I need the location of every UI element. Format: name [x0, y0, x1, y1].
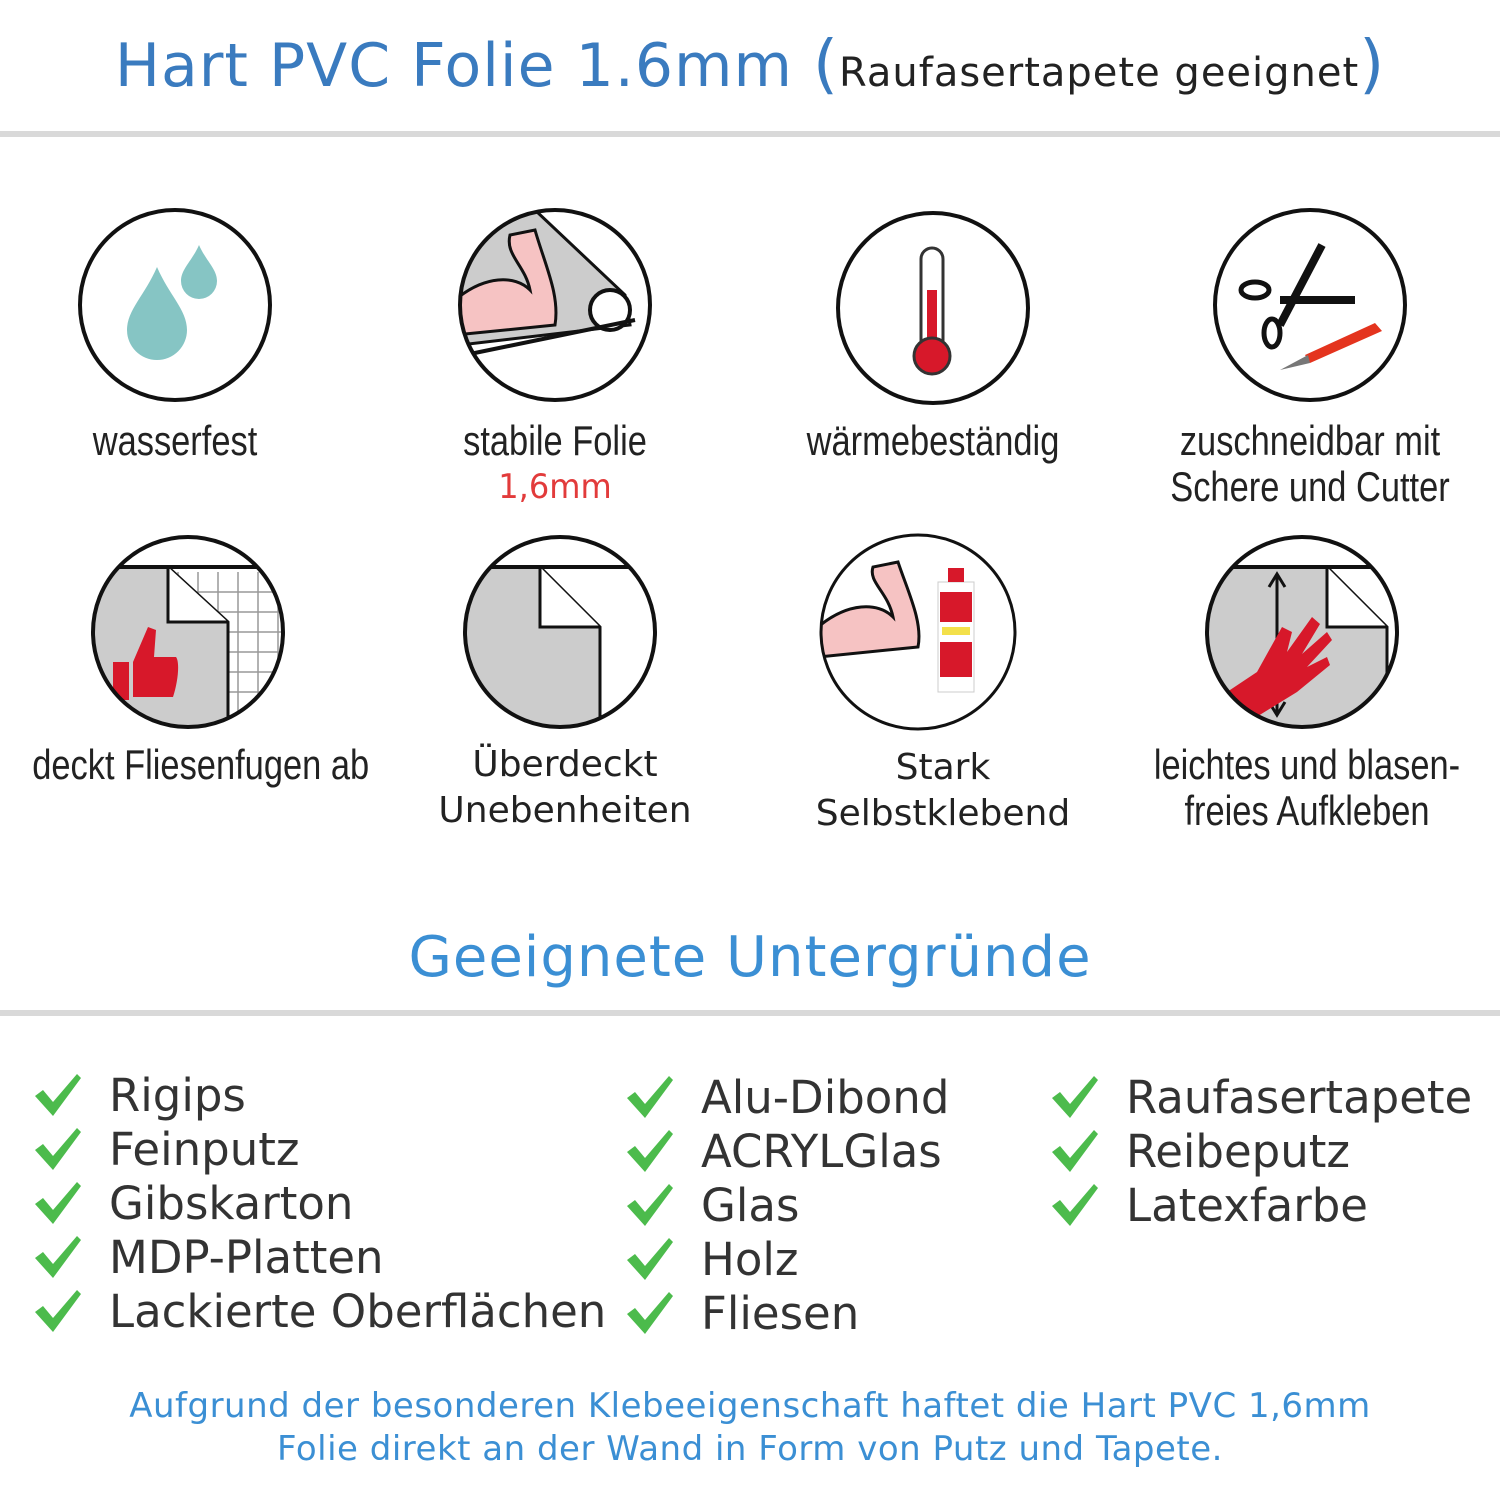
thumbs-up-tiles-icon — [91, 535, 285, 729]
feature-label-line: Selbstklebend — [815, 793, 1071, 834]
surface-label: Reibeputz — [1126, 1124, 1351, 1178]
hand-smoothing-icon — [1205, 535, 1399, 729]
foil-corner-icon — [463, 535, 657, 729]
surface-list-column: Rigips Feinputz Gibskarton MDP-Platten Lacki… — [33, 1068, 606, 1338]
feature-label-line: Schere und Cutter — [1170, 463, 1450, 510]
surface-label: Latexfarbe — [1126, 1178, 1368, 1232]
surface-list-item: Latexfarbe — [1050, 1178, 1472, 1232]
check-icon — [1052, 1076, 1098, 1118]
title-main: Hart PVC Folie 1.6mm — [114, 31, 793, 101]
surface-label: Rigips — [109, 1068, 246, 1122]
surface-label: Fliesen — [701, 1286, 860, 1340]
strong-arm-roll-icon — [458, 208, 652, 402]
surface-list-item: Reibeputz — [1050, 1124, 1472, 1178]
check-icon — [627, 1238, 673, 1280]
surface-label: ACRYLGlas — [701, 1124, 942, 1178]
water-drops-icon — [78, 208, 272, 402]
feature-label: wärmebeständig — [806, 417, 1060, 464]
feature-label: zuschneidbar mit Schere und Cutter — [1154, 418, 1466, 510]
feature-label: Überdeckt Unebenheiten — [375, 742, 755, 834]
surface-label: MDP-Platten — [109, 1230, 384, 1284]
check-icon — [35, 1128, 81, 1170]
check-icon — [35, 1074, 81, 1116]
footer-line: Aufgrund der besonderen Klebeeigenschaft… — [129, 1386, 1371, 1426]
page-title: Hart PVC Folie 1.6mm (Raufasertapete gee… — [0, 28, 1500, 102]
divider — [0, 131, 1500, 137]
title-paren: ( — [812, 28, 839, 102]
arm-glue-icon — [819, 533, 1017, 731]
surface-list-item: Fliesen — [625, 1286, 949, 1340]
feature-label-text: stabile Folie — [463, 417, 647, 464]
feature-label-line: zuschneidbar mit — [1179, 417, 1441, 464]
surface-list-item: MDP-Platten — [33, 1230, 606, 1284]
surface-label: Feinputz — [109, 1122, 300, 1176]
title-subtitle: Raufasertapete geeignet — [838, 50, 1360, 96]
feature-label-line: leichtes und blasen- — [1153, 741, 1461, 788]
footer-line: Folie direkt an der Wand in Form von Put… — [277, 1429, 1223, 1469]
check-icon — [35, 1290, 81, 1332]
check-icon — [1052, 1130, 1098, 1172]
check-icon — [1052, 1184, 1098, 1226]
check-icon — [627, 1184, 673, 1226]
feature-label-line: Unebenheiten — [438, 790, 692, 831]
check-icon — [35, 1236, 81, 1278]
surface-list-item: ACRYLGlas — [625, 1124, 949, 1178]
thermometer-icon — [836, 211, 1030, 405]
feature-label: stabile Folie 1,6mm — [399, 418, 711, 510]
feature-label-line: Stark — [895, 747, 991, 788]
divider — [0, 1010, 1500, 1016]
scissors-cutter-icon — [1213, 208, 1407, 402]
surface-list-column: Raufasertapete Reibeputz Latexfarbe — [1050, 1070, 1472, 1232]
thickness-highlight: 1,6mm — [498, 467, 612, 507]
surface-label: Alu-Dibond — [701, 1070, 950, 1124]
feature-label: leichtes und blasen- freies Aufkleben — [1151, 742, 1463, 834]
surface-label: Holz — [701, 1232, 799, 1286]
check-icon — [627, 1292, 673, 1334]
title-paren: ) — [1359, 28, 1386, 102]
surface-list-item: Holz — [625, 1232, 949, 1286]
feature-label: wasserfest — [92, 417, 258, 464]
section-title: Geeignete Untergründe — [408, 925, 1092, 990]
feature-label-line: Überdeckt — [472, 744, 658, 785]
check-icon — [627, 1076, 673, 1118]
surface-label: Gibskarton — [109, 1176, 354, 1230]
surface-label: Lackierte Oberflächen — [109, 1284, 607, 1338]
check-icon — [627, 1130, 673, 1172]
surface-list-item: Rigips — [33, 1068, 606, 1122]
feature-label-line: freies Aufkleben — [1184, 787, 1430, 834]
feature-label: deckt Fliesenfugen ab — [32, 741, 370, 788]
surface-list-item: Glas — [625, 1178, 949, 1232]
footer-note: Aufgrund der besonderen Klebeeigenschaft… — [0, 1385, 1500, 1471]
surface-list-item: Raufasertapete — [1050, 1070, 1472, 1124]
surface-list-item: Feinputz — [33, 1122, 606, 1176]
check-icon — [35, 1182, 81, 1224]
surface-label: Raufasertapete — [1126, 1070, 1473, 1124]
surface-list-column: Alu-Dibond ACRYLGlas Glas Holz Fliesen — [625, 1070, 949, 1340]
surface-label: Glas — [701, 1178, 800, 1232]
feature-label: Stark Selbstklebend — [753, 745, 1133, 837]
surface-list-item: Lackierte Oberflächen — [33, 1284, 606, 1338]
surface-list-item: Alu-Dibond — [625, 1070, 949, 1124]
surface-list-item: Gibskarton — [33, 1176, 606, 1230]
